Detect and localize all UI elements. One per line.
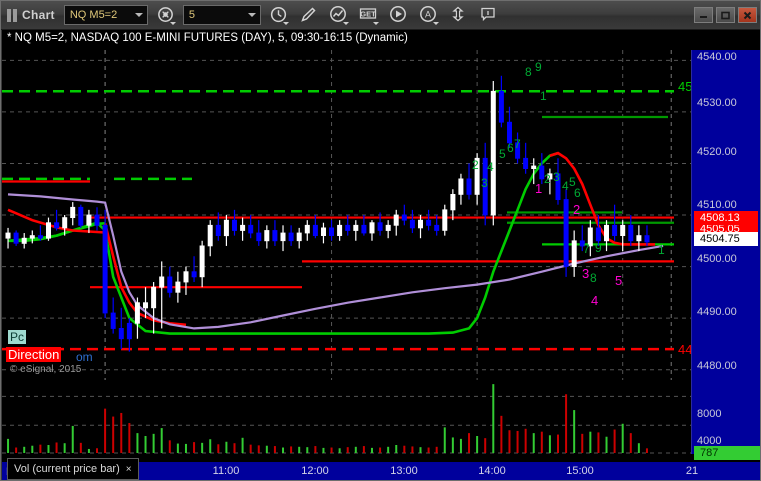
svg-text:8: 8	[590, 271, 597, 285]
window-controls	[694, 7, 760, 23]
svg-text:6: 6	[507, 141, 514, 155]
price-tick: 4490.00	[697, 306, 737, 318]
svg-text:3: 3	[582, 266, 589, 281]
chevron-down-icon[interactable]	[432, 21, 439, 25]
price-tick: 4500.00	[697, 253, 737, 265]
volume-pane-title: Vol (current price bar)	[14, 463, 120, 475]
chevron-down-icon[interactable]	[282, 21, 289, 25]
symbol-input[interactable]: NQ M5=2	[63, 5, 148, 25]
svg-text:7: 7	[514, 137, 521, 151]
svg-text:4: 4	[591, 293, 598, 308]
chart-logo-icon	[7, 8, 17, 22]
price-tick: 4510.00	[697, 199, 737, 211]
svg-text:4: 4	[487, 160, 494, 174]
price-scale[interactable]: 4540.00 4530.00 4520.00 4510.00 4500.00 …	[691, 50, 760, 460]
time-tick: 12:00	[301, 465, 329, 477]
svg-text:5: 5	[615, 273, 622, 288]
note-button[interactable]	[476, 4, 501, 27]
study-chip-om[interactable]: om	[76, 350, 93, 364]
volume-pane[interactable]	[2, 382, 691, 454]
volume-pane-header[interactable]: Vol (current price bar) ×	[7, 458, 139, 480]
chevron-down-icon[interactable]	[372, 21, 379, 25]
minimize-button[interactable]	[694, 7, 713, 23]
time-tick: 14:00	[478, 465, 506, 477]
symbol-search-button[interactable]	[153, 4, 178, 27]
time-axis[interactable]: 20 11:00 12:00 13:00 14:00 15:00 21	[2, 462, 760, 480]
svg-text:5: 5	[499, 147, 506, 161]
svg-text:7: 7	[583, 242, 590, 256]
study-chip-direction[interactable]: Direction	[6, 347, 62, 362]
svg-text:2: 2	[544, 172, 551, 186]
time-tick: 13:00	[390, 465, 418, 477]
svg-text:4: 4	[562, 179, 569, 193]
close-icon[interactable]: ×	[125, 463, 132, 475]
time-tick: 15:00	[566, 465, 594, 477]
time-tick: 11:00	[212, 465, 240, 477]
svg-text:8: 8	[525, 65, 532, 79]
svg-text:9: 9	[595, 241, 602, 255]
copyright-text: © eSignal, 2015	[10, 364, 82, 375]
chevron-down-icon[interactable]	[247, 13, 256, 17]
maximize-button[interactable]	[716, 7, 735, 23]
svg-text:1: 1	[658, 243, 665, 257]
svg-text:GET: GET	[361, 10, 377, 19]
svg-text:2: 2	[472, 158, 479, 172]
volume-tag-last: 787	[694, 446, 760, 460]
svg-text:2: 2	[573, 202, 580, 217]
price-tick: 4520.00	[697, 146, 737, 158]
toolbar: Chart NQ M5=2 5	[1, 1, 760, 30]
chevron-down-icon[interactable]	[134, 13, 143, 17]
svg-text:9: 9	[535, 60, 542, 74]
studies-button[interactable]	[326, 4, 351, 27]
playback-button[interactable]	[386, 4, 411, 27]
price-tick: 4480.00	[697, 360, 737, 372]
draw-pencil-button[interactable]	[296, 4, 321, 27]
interval-input[interactable]: 5	[182, 5, 261, 25]
price-tick: 4540.00	[697, 51, 737, 63]
svg-text:6: 6	[574, 186, 581, 200]
close-button[interactable]	[738, 7, 757, 23]
interval-value: 5	[188, 9, 195, 21]
price-tag-bid: 4504.75	[694, 232, 758, 246]
time-template-button[interactable]	[266, 4, 291, 27]
chevron-down-icon[interactable]	[169, 21, 176, 25]
window-title: Chart	[22, 8, 55, 22]
chevron-down-icon[interactable]	[342, 21, 349, 25]
svg-text:1: 1	[540, 89, 547, 103]
time-tick: 21	[685, 465, 699, 477]
upper-target-label: 4534	[678, 79, 691, 94]
symbol-value: NQ M5=2	[69, 9, 118, 21]
move-button[interactable]	[446, 4, 471, 27]
volume-tick: 8000	[697, 408, 722, 420]
annotation-button[interactable]: A	[416, 4, 441, 27]
svg-text:3: 3	[481, 176, 488, 190]
study-chip-pc[interactable]: Pc	[8, 330, 27, 344]
chart-header-text: * NQ M5=2, NASDAQ 100 E-MINI FUTURES (DA…	[7, 32, 408, 44]
lower-target-label: 4484	[678, 342, 691, 357]
app-logo: Chart	[7, 8, 55, 22]
chart-canvas-area[interactable]: * NQ M5=2, NASDAQ 100 E-MINI FUTURES (DA…	[2, 30, 760, 480]
price-tag-last: 4508.13	[694, 211, 758, 225]
volume-tick: 4000	[697, 435, 722, 447]
svg-text:5: 5	[569, 175, 576, 189]
get-button[interactable]: GET	[356, 4, 381, 27]
volume-plot	[2, 384, 691, 454]
svg-text:3: 3	[553, 170, 560, 184]
svg-text:A: A	[425, 10, 431, 20]
svg-text:1: 1	[535, 181, 542, 196]
price-tick: 4530.00	[697, 97, 737, 109]
